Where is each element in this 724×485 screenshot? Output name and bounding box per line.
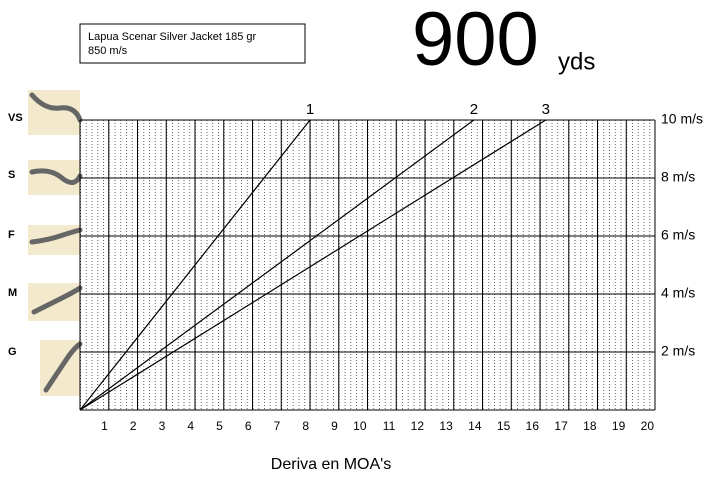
x-tick-label: 18 [583,419,597,433]
series-label: 1 [306,101,314,118]
series-line [79,119,547,411]
x-tick-label: 7 [274,419,281,433]
velocity: 850 m/s [88,45,128,57]
y-tick-label: 6 m/s [661,227,695,243]
info-box [79,23,306,64]
series-label: 3 [542,101,550,118]
unit: yds [558,48,595,75]
x-tick-label: 9 [331,419,338,433]
wind-label: M [8,287,17,299]
x-tick-label: 5 [216,419,223,433]
x-axis-label: Deriva en MOA's [271,456,391,473]
y-tick-label: 8 m/s [661,169,695,185]
y-tick-label: 4 m/s [661,285,695,301]
x-tick-label: 17 [554,419,568,433]
wind-label: VS [8,112,23,124]
x-tick-label: 6 [245,419,252,433]
x-tick-label: 2 [130,419,137,433]
x-tick-label: 16 [526,419,540,433]
x-tick-label: 3 [159,419,166,433]
x-tick-label: 13 [439,419,453,433]
x-tick-label: 1 [101,419,108,433]
x-tick-label: 14 [468,419,482,433]
series-label: 2 [470,101,478,118]
wind-label: G [8,346,17,358]
x-tick-label: 12 [411,419,425,433]
y-tick-label: 2 m/s [661,343,695,359]
x-tick-label: 10 [353,419,367,433]
wind-label: S [8,169,15,181]
bullet: Lapua Scenar Silver Jacket 185 gr [88,31,256,43]
series-line [79,119,475,411]
distance: 900 [412,0,539,82]
x-tick-label: 4 [187,419,194,433]
x-tick-label: 8 [302,419,309,433]
wind-label: F [8,229,15,241]
series-line [79,119,311,411]
x-tick-label: 19 [612,419,626,433]
flag-shapes [29,92,83,393]
x-tick-label: 15 [497,419,511,433]
y-tick-label: 10 m/s [661,111,703,127]
x-tick-label: 20 [641,419,655,433]
x-tick-label: 11 [383,419,396,433]
